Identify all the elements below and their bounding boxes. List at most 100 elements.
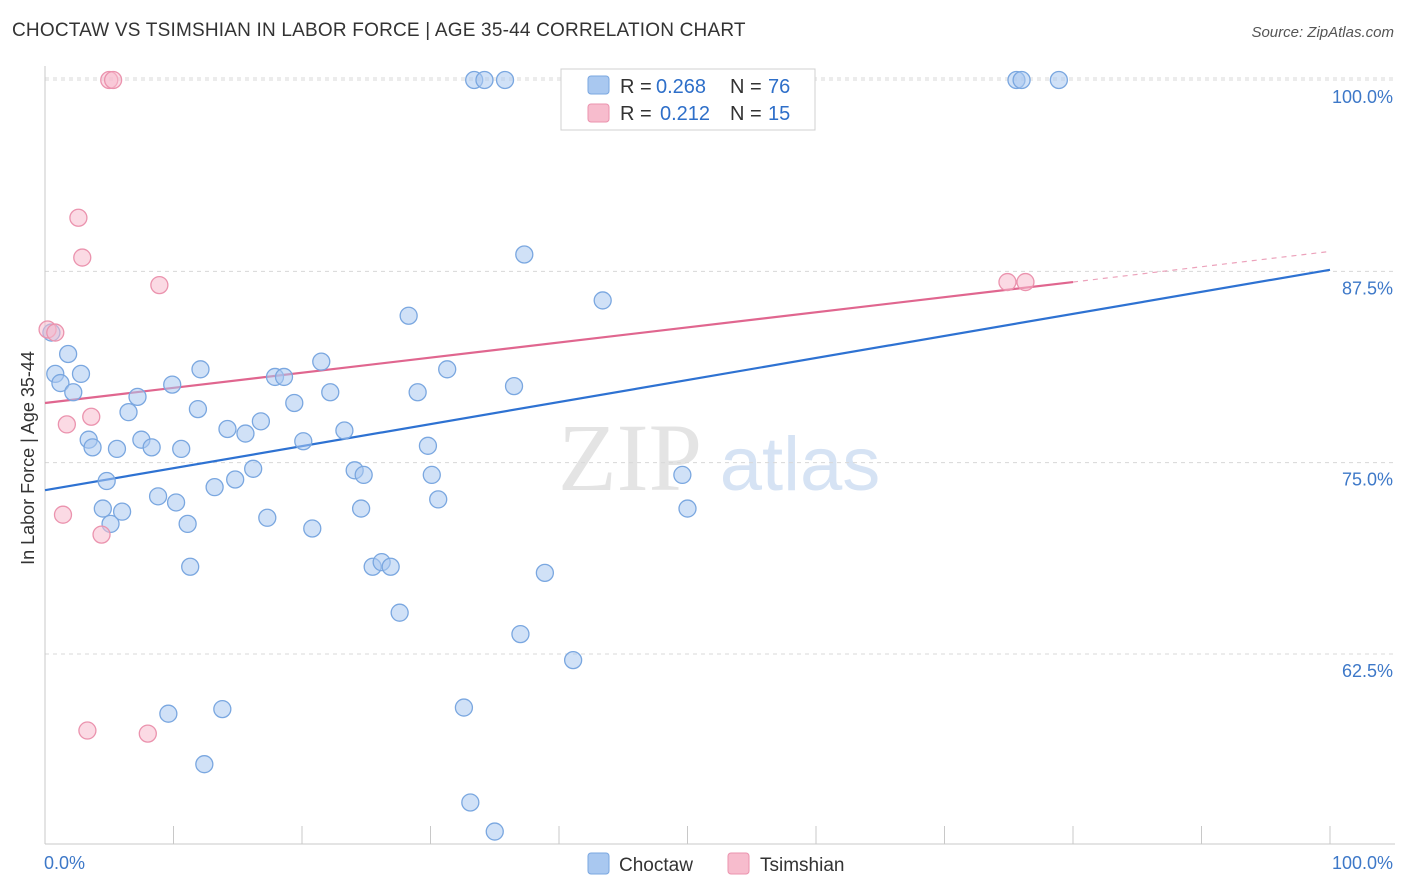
legend-swatch-choctaw — [587, 75, 610, 95]
point-choctaw-13 — [119, 403, 138, 422]
legend-n-label-tsimshian: N = — [730, 103, 762, 125]
point-choctaw-63 — [511, 624, 530, 644]
point-tsimshian-10 — [103, 70, 123, 90]
point-choctaw-54 — [429, 490, 448, 509]
point-tsimshian-13 — [998, 272, 1017, 292]
point-choctaw-33 — [251, 412, 271, 431]
point-choctaw-30 — [226, 470, 245, 489]
point-choctaw-37 — [285, 393, 304, 413]
point-choctaw-4 — [64, 383, 83, 402]
point-choctaw-26 — [195, 755, 214, 774]
point-choctaw-53 — [422, 465, 441, 485]
point-choctaw-2 — [51, 373, 70, 393]
legend-r-value-tsimshian: 0.212 — [660, 103, 710, 125]
y-tick-label-0: 62.5% — [1342, 661, 1393, 681]
point-choctaw-17 — [148, 487, 168, 506]
bottom-legend-swatch-tsimshian — [727, 852, 750, 875]
point-choctaw-67 — [593, 291, 612, 310]
point-choctaw-9 — [97, 471, 116, 491]
point-tsimshian-3 — [57, 415, 76, 434]
bottom-legend-swatch-choctaw — [587, 852, 610, 875]
point-choctaw-66 — [563, 650, 583, 670]
watermark-atlas: atlas — [720, 422, 881, 507]
point-choctaw-11 — [107, 439, 127, 459]
source-credit: Source: ZipAtlas.com — [1251, 24, 1394, 41]
point-tsimshian-2 — [53, 505, 73, 524]
point-choctaw-8 — [93, 499, 112, 518]
point-tsimshian-1 — [46, 323, 65, 342]
point-tsimshian-11 — [138, 724, 157, 743]
point-choctaw-29 — [218, 419, 237, 439]
point-choctaw-42 — [335, 421, 354, 440]
point-choctaw-55 — [438, 360, 457, 379]
watermark-zip: ZIP — [558, 404, 702, 511]
point-choctaw-22 — [178, 514, 197, 534]
point-choctaw-32 — [244, 459, 263, 478]
data-points — [38, 70, 1069, 841]
x-tick-label-max: 100.0% — [1332, 853, 1393, 873]
axes — [44, 66, 1395, 845]
point-choctaw-71 — [678, 499, 697, 518]
point-choctaw-34 — [258, 508, 277, 527]
point-choctaw-74 — [1012, 70, 1031, 90]
point-choctaw-19 — [163, 375, 182, 394]
point-choctaw-64 — [515, 245, 534, 264]
point-choctaw-14 — [128, 387, 147, 406]
point-choctaw-31 — [236, 424, 255, 443]
point-choctaw-21 — [172, 439, 191, 459]
point-tsimshian-14 — [1016, 272, 1035, 292]
point-choctaw-20 — [166, 493, 186, 512]
trendline-tsimshian — [44, 280, 1074, 405]
point-choctaw-52 — [418, 436, 438, 455]
point-choctaw-40 — [312, 352, 331, 371]
point-choctaw-59 — [475, 70, 494, 90]
correlation-legend: R = 0.268 N = 76 R = 0.212 N = 15 — [560, 68, 816, 131]
y-tick-labels: 62.5% 75.0% 87.5% 100.0% — [1332, 87, 1393, 681]
point-choctaw-48 — [381, 557, 400, 576]
point-choctaw-44 — [351, 499, 371, 518]
point-choctaw-65 — [535, 563, 555, 583]
series-legend: Choctaw Tsimshian — [587, 852, 844, 876]
y-axis-label: In Labor Force | Age 35-44 — [18, 351, 38, 565]
point-choctaw-62 — [504, 376, 524, 396]
point-choctaw-16 — [142, 438, 161, 457]
point-choctaw-61 — [495, 70, 515, 90]
point-choctaw-75 — [1049, 70, 1069, 90]
chart-title: CHOCTAW VS TSIMSHIAN IN LABOR FORCE | AG… — [12, 20, 746, 41]
legend-n-value-tsimshian: 15 — [768, 103, 790, 125]
point-choctaw-5 — [71, 364, 91, 384]
point-choctaw-60 — [485, 822, 504, 841]
point-choctaw-25 — [191, 360, 210, 379]
point-choctaw-7 — [83, 438, 102, 457]
point-choctaw-27 — [205, 478, 224, 497]
point-tsimshian-4 — [69, 208, 88, 227]
trendline-tsimshian-extension — [1072, 250, 1331, 283]
y-tick-label-2: 87.5% — [1342, 278, 1393, 298]
y-tick-label-1: 75.0% — [1342, 470, 1393, 490]
trendline-choctaw — [44, 268, 1331, 492]
gridlines — [45, 77, 1395, 655]
y-tick-label-3: 100.0% — [1332, 87, 1393, 107]
point-choctaw-38 — [294, 432, 313, 451]
point-choctaw-70 — [673, 465, 692, 485]
bottom-legend-label-choctaw: Choctaw — [619, 855, 693, 876]
point-choctaw-41 — [321, 383, 340, 402]
legend-r-label-tsimshian: R = — [620, 103, 652, 125]
legend-n-label-choctaw: N = — [730, 76, 762, 98]
legend-n-value-choctaw: 76 — [768, 76, 790, 98]
point-tsimshian-7 — [82, 407, 101, 426]
trendlines — [44, 250, 1331, 492]
bottom-legend-label-tsimshian: Tsimshian — [760, 855, 844, 876]
point-choctaw-28 — [213, 699, 232, 719]
legend-r-value-choctaw: 0.268 — [656, 76, 706, 98]
point-choctaw-39 — [303, 519, 322, 538]
point-tsimshian-6 — [78, 721, 97, 740]
point-choctaw-24 — [188, 399, 208, 419]
point-choctaw-50 — [399, 306, 418, 325]
point-choctaw-51 — [408, 383, 427, 402]
point-choctaw-45 — [354, 465, 373, 485]
point-tsimshian-8 — [92, 525, 111, 544]
point-choctaw-23 — [181, 557, 200, 576]
point-tsimshian-12 — [150, 275, 169, 295]
